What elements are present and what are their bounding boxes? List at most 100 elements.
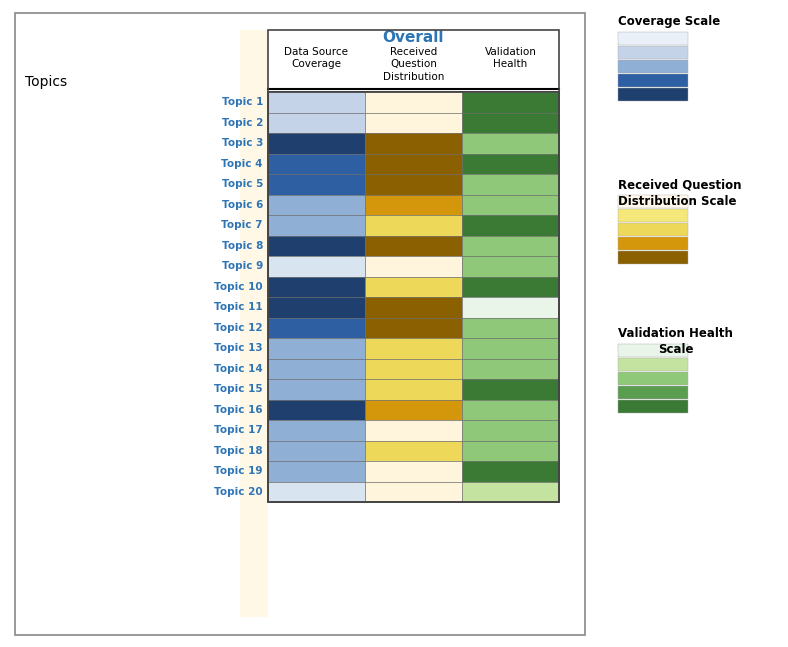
Bar [618,195,688,208]
Bar [365,461,462,481]
Bar [268,297,365,318]
Bar [462,133,559,153]
Bar [618,32,688,45]
Text: Overall: Overall [383,30,444,45]
Bar [462,338,559,358]
Bar [365,399,462,420]
Bar [462,399,559,420]
Bar [618,237,688,250]
Bar [618,60,688,73]
Bar [268,358,365,379]
Bar [462,441,559,461]
Bar [268,215,365,236]
Text: Topic 12: Topic 12 [214,323,263,333]
Bar [365,276,462,297]
Bar [618,386,688,399]
Bar [462,215,559,236]
Bar [268,256,365,276]
Text: Topic 17: Topic 17 [214,425,263,435]
Bar [268,420,365,441]
Bar [365,318,462,338]
Bar [268,30,559,89]
Bar [365,236,462,256]
Bar [365,92,462,113]
Text: Received Question
Distribution Scale: Received Question Distribution Scale [618,179,742,208]
Bar [618,358,688,371]
Text: Topic 15: Topic 15 [214,384,263,394]
Bar [268,92,559,502]
Text: Topic 10: Topic 10 [214,281,263,292]
Bar [15,13,585,635]
Bar [268,338,365,358]
Bar [462,481,559,502]
Bar [462,92,559,113]
Bar [365,256,462,276]
Text: Topic 9: Topic 9 [221,261,263,271]
Bar [268,113,365,133]
Text: Topic 2: Topic 2 [221,118,263,127]
Bar [365,420,462,441]
Bar [365,379,462,399]
Bar [618,209,688,222]
Bar [462,420,559,441]
Text: Topic 6: Topic 6 [221,200,263,210]
Bar [365,338,462,358]
Text: Topic 13: Topic 13 [214,344,263,353]
Bar [462,358,559,379]
Bar [365,441,462,461]
Text: Topic 7: Topic 7 [221,220,263,230]
Text: Topic 14: Topic 14 [214,364,263,374]
Text: Topic 18: Topic 18 [214,446,263,455]
Bar [462,153,559,174]
Bar [618,251,688,264]
Bar [365,358,462,379]
Bar [462,318,559,338]
Bar [462,297,559,318]
Bar [365,113,462,133]
Bar [462,461,559,481]
Text: Validation Health
Scale: Validation Health Scale [618,327,733,356]
Bar [268,236,365,256]
Text: Validation
Health: Validation Health [485,47,537,69]
Bar [462,195,559,215]
Bar [618,223,688,236]
Bar [268,276,365,297]
Bar [618,344,688,357]
Text: Coverage Scale: Coverage Scale [618,16,720,28]
Bar [268,441,365,461]
Bar [462,379,559,399]
Bar [462,236,559,256]
Text: Received
Question
Distribution: Received Question Distribution [383,47,444,82]
Text: Topic 16: Topic 16 [214,405,263,415]
Bar [365,133,462,153]
Bar [365,297,462,318]
Text: Topic 1: Topic 1 [221,97,263,107]
Bar [240,30,268,617]
Text: Topic 11: Topic 11 [214,302,263,313]
Bar [268,153,365,174]
Bar [268,318,365,338]
Bar [618,74,688,87]
Text: Topic 4: Topic 4 [221,159,263,169]
Bar [365,153,462,174]
Text: Topic 20: Topic 20 [214,487,263,497]
Bar [365,481,462,502]
Text: Topic 8: Topic 8 [221,241,263,251]
Bar [618,88,688,101]
Bar [618,46,688,59]
Bar [268,195,365,215]
Bar [268,133,365,153]
Bar [462,256,559,276]
Text: Topic 19: Topic 19 [214,466,263,476]
Text: Topic 3: Topic 3 [221,138,263,148]
Bar [268,379,365,399]
Bar [268,481,365,502]
Bar [268,30,559,502]
Bar [618,400,688,413]
Bar [462,276,559,297]
Text: Topics: Topics [25,75,67,89]
Bar [268,399,365,420]
Bar [268,461,365,481]
Bar [365,195,462,215]
Text: Data Source
Coverage: Data Source Coverage [284,47,348,69]
